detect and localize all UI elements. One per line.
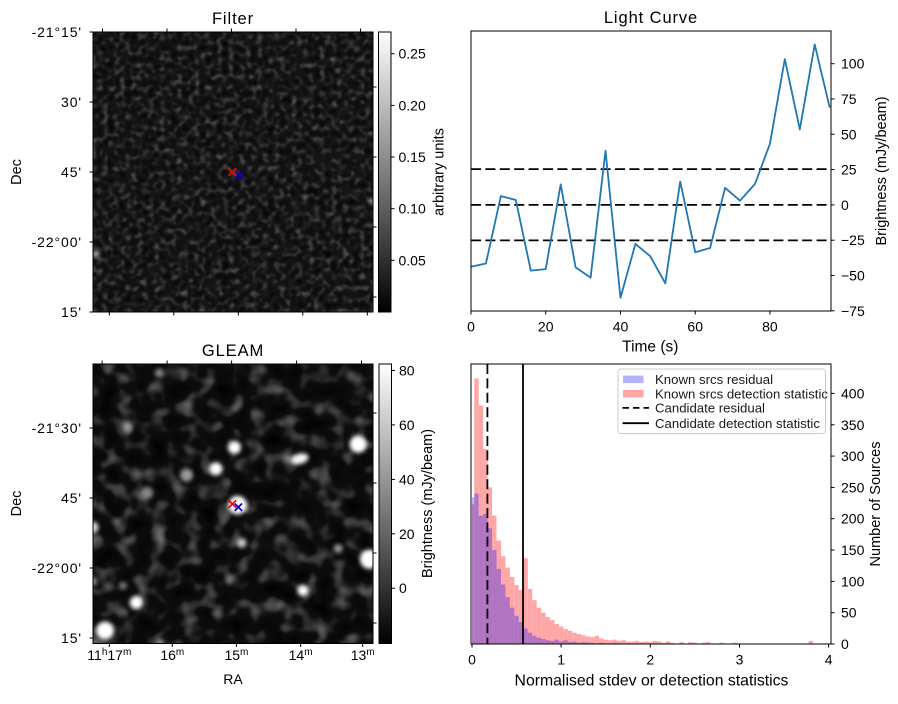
svg-text:20: 20 <box>399 526 415 542</box>
svg-text:RA: RA <box>223 671 243 687</box>
svg-text:0: 0 <box>468 652 476 668</box>
svg-text:0: 0 <box>399 580 407 596</box>
svg-text:0.10: 0.10 <box>399 201 426 217</box>
svg-text:Brightness (mJy/beam): Brightness (mJy/beam) <box>874 96 890 245</box>
svg-text:arbitrary units: arbitrary units <box>432 128 448 216</box>
svg-text:45': 45' <box>61 490 82 506</box>
svg-text:15': 15' <box>61 304 82 320</box>
svg-text:75: 75 <box>841 91 857 107</box>
svg-text:0: 0 <box>841 636 849 652</box>
svg-text:-21°30': -21°30' <box>32 420 82 436</box>
svg-text:40: 40 <box>613 319 629 335</box>
svg-text:2: 2 <box>646 652 654 668</box>
svg-text:Filter: Filter <box>212 10 254 28</box>
svg-text:80: 80 <box>762 319 778 335</box>
svg-text:60: 60 <box>687 319 703 335</box>
svg-text:0: 0 <box>467 319 475 335</box>
svg-text:Known srcs detection statistic: Known srcs detection statistic <box>655 386 828 401</box>
svg-text:100: 100 <box>841 573 865 589</box>
svg-text:3: 3 <box>736 652 744 668</box>
svg-text:350: 350 <box>841 417 865 433</box>
svg-text:Candidate detection statistic: Candidate detection statistic <box>655 416 820 431</box>
svg-text:Dec: Dec <box>9 491 25 517</box>
svg-text:0: 0 <box>841 197 849 213</box>
svg-text:45': 45' <box>61 164 82 180</box>
svg-text:150: 150 <box>841 542 865 558</box>
svg-text:50: 50 <box>841 126 857 142</box>
svg-text:Candidate residual: Candidate residual <box>655 401 765 416</box>
svg-text:−25: −25 <box>841 232 865 248</box>
svg-text:Time (s): Time (s) <box>622 339 678 356</box>
svg-text:60: 60 <box>399 417 415 433</box>
svg-text:20: 20 <box>538 319 554 335</box>
svg-text:-22°00': -22°00' <box>32 234 82 250</box>
svg-text:0.05: 0.05 <box>399 252 426 268</box>
svg-text:1: 1 <box>557 652 565 668</box>
svg-text:-21°15': -21°15' <box>32 24 82 40</box>
svg-text:0.25: 0.25 <box>399 46 426 62</box>
svg-text:100: 100 <box>841 56 865 72</box>
svg-text:250: 250 <box>841 479 865 495</box>
svg-text:15': 15' <box>61 630 82 646</box>
svg-text:30': 30' <box>61 94 82 110</box>
svg-text:Known srcs residual: Known srcs residual <box>655 372 773 387</box>
svg-text:300: 300 <box>841 448 865 464</box>
svg-text:Light Curve: Light Curve <box>604 9 698 27</box>
svg-text:25: 25 <box>841 162 857 178</box>
svg-text:−50: −50 <box>841 268 865 284</box>
svg-text:0.20: 0.20 <box>399 97 426 113</box>
svg-text:40: 40 <box>399 471 415 487</box>
svg-text:GLEAM: GLEAM <box>202 342 264 360</box>
svg-text:−75: −75 <box>841 303 865 319</box>
svg-text:Number of Sources: Number of Sources <box>868 442 884 567</box>
svg-text:Normalised stdev or detection: Normalised stdev or detection statistics <box>515 673 789 690</box>
svg-text:4: 4 <box>825 652 833 668</box>
svg-text:Brightness (mJy/beam): Brightness (mJy/beam) <box>420 429 436 578</box>
svg-text:80: 80 <box>399 363 415 379</box>
svg-text:400: 400 <box>841 385 865 401</box>
svg-text:11h17m: 11h17m <box>87 647 131 663</box>
svg-text:Dec: Dec <box>9 159 25 185</box>
svg-text:200: 200 <box>841 511 865 527</box>
svg-text:0.15: 0.15 <box>399 149 426 165</box>
svg-text:50: 50 <box>841 605 857 621</box>
svg-text:-22°00': -22°00' <box>32 560 82 576</box>
